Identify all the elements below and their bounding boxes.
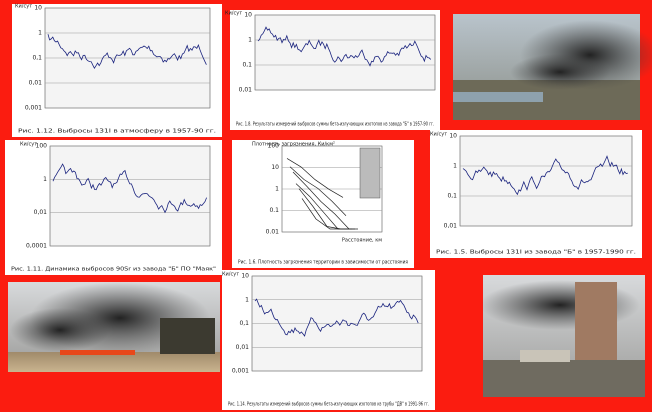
y-tick-label: 0,1 [447, 193, 457, 200]
y-tick-label: 0,1 [242, 62, 252, 69]
trend-line [286, 158, 344, 198]
photo-fire-field [8, 282, 220, 372]
y-tick-label: 10 [34, 5, 42, 12]
y-tick-label: 0,01 [29, 80, 43, 87]
chart-panel: 10 1 0,1 0,01 Ки/сут Рис. 1.8. Результаты изм… [225, 10, 440, 130]
y-tick-label: 10 [449, 133, 457, 140]
trend-line [301, 198, 358, 230]
y-axis-label: Ки/сут [430, 132, 447, 138]
y-tick-label: 0.01 [266, 229, 280, 236]
chart-panel: 10 1 0,1 0,01 Ки/сут Рис. 1.5. Выбросы 131I и… [430, 130, 642, 258]
trend-line [289, 166, 347, 216]
chart-panel: 10 1 0,1 0,01 0,001 Ки/сут Рис. 1.12. Выбросы … [12, 4, 222, 137]
y-axis-label: Ки/сут [225, 11, 242, 17]
caption: Рис. 1.8. Результаты измерений выбросов … [236, 121, 434, 128]
y-axis-label: Плотность загрязнения, Ки/км² [252, 142, 335, 148]
y-tick-label: 0,001 [25, 105, 42, 112]
y-tick-label: 0,001 [232, 368, 249, 375]
chart-panel: 10 1 0,1 0,01 0,001 Ки/сут Рис. 1.14. Результа… [222, 270, 435, 410]
y-tick-label: 100 [36, 143, 48, 150]
x-axis-label: Расстояние, км [342, 238, 382, 244]
y-tick-label: 1 [38, 30, 42, 37]
y-tick-label: 0,01 [239, 87, 253, 94]
y-tick-label: 0,0001 [26, 243, 47, 250]
y-tick-label: 0,01 [236, 344, 250, 351]
chart-panel: 100 1 0,01 0,0001 Ки/сут Рис. 1.11. Динамика … [5, 140, 222, 275]
plot-area [49, 145, 211, 247]
y-axis-label: Ки/сут [222, 272, 239, 278]
y-tick-label: 0,01 [444, 223, 458, 230]
y-tick-label: 0,1 [32, 55, 42, 62]
data-trace [257, 26, 432, 67]
y-axis-label: Ки/сут [20, 142, 37, 148]
photo-building-smoke [480, 275, 645, 397]
y-tick-label: 10 [241, 273, 249, 280]
caption: Рис. 1.6. Плотность загрязнения территор… [238, 260, 408, 266]
legend-box [359, 147, 381, 199]
chart-panel: 100 10 1 0.1 0.01 Плотность загрязнения, Ки/к… [232, 140, 414, 268]
caption: Рис. 1.11. Динамика выбросов 90Sr из зав… [11, 267, 216, 273]
data-trace [254, 298, 419, 337]
y-tick-label: 1 [275, 186, 279, 193]
y-tick-label: 100 [268, 143, 280, 150]
y-tick-label: 10 [244, 12, 252, 19]
photo-smoke-city [453, 14, 652, 120]
y-tick-label: 1 [248, 37, 252, 44]
y-tick-label: 1 [245, 296, 249, 303]
plot-area [459, 135, 633, 227]
caption: Рис. 1.12. Выбросы 131I в атмосферу в 19… [18, 129, 216, 135]
plot-area [254, 14, 436, 91]
data-trace [47, 34, 207, 70]
caption: Рис. 1.5. Выбросы 131I из завода "Б" в 1… [436, 250, 636, 256]
trend-line [292, 171, 350, 230]
data-trace [52, 163, 207, 214]
y-tick-label: 10 [271, 164, 279, 171]
y-tick-label: 0,01 [34, 209, 48, 216]
y-tick-label: 0,1 [239, 320, 249, 327]
y-tick-label: 1 [43, 176, 47, 183]
y-axis-label: Ки/сут [15, 4, 32, 10]
caption: Рис. 1.14. Результаты измерений выбросов… [228, 401, 429, 408]
data-trace [462, 155, 628, 196]
y-tick-label: 0.1 [269, 207, 279, 214]
y-tick-label: 1 [453, 163, 457, 170]
